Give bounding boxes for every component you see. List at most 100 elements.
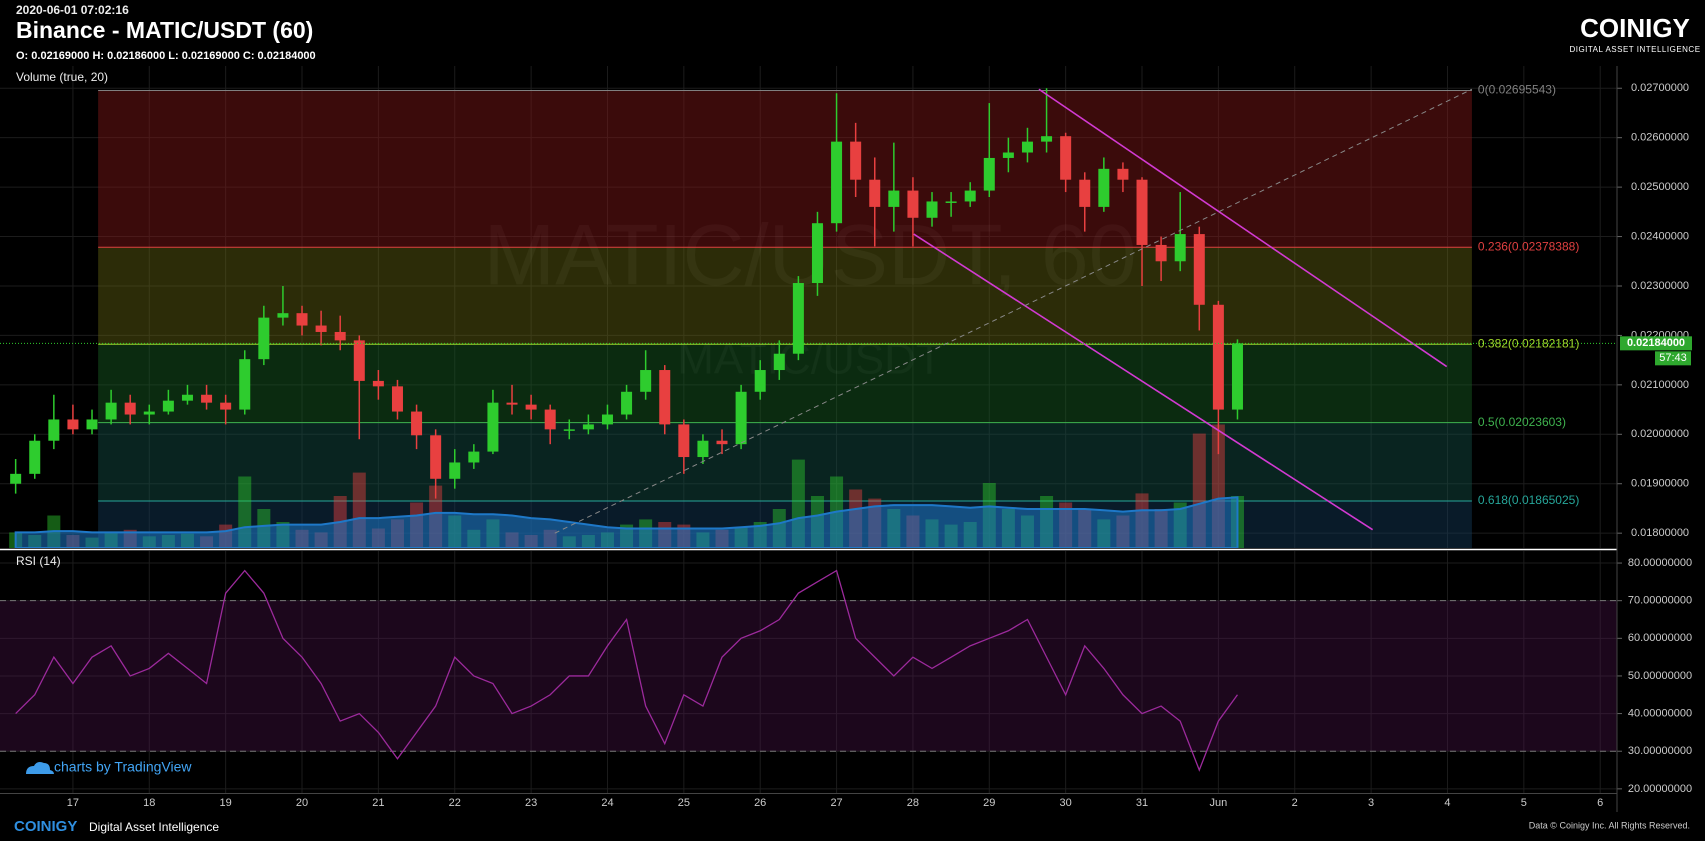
candle-body [525, 404, 537, 410]
x-tick-label: 21 [372, 797, 384, 809]
candle-body [983, 157, 995, 191]
x-tick-label: 25 [678, 797, 690, 809]
candle-body [621, 391, 633, 415]
trendline [913, 233, 1374, 531]
x-tick-label: 27 [830, 797, 842, 809]
candle-body [1155, 244, 1167, 262]
candle-body [296, 313, 308, 326]
candle-body [926, 201, 938, 218]
price-tag: 0.02184000 [1627, 337, 1685, 349]
candle-body [735, 391, 747, 445]
candle-body [945, 201, 957, 203]
candle-body [811, 223, 823, 284]
rsi-label: RSI (14) [16, 554, 61, 568]
x-tick-label: 3 [1368, 797, 1374, 809]
fib-band [98, 247, 1472, 345]
candle-body [353, 340, 365, 381]
rsi-line [15, 569, 1238, 772]
x-tick-label: 22 [449, 797, 461, 809]
y-tick-label: 0.01800000 [1631, 527, 1689, 539]
rsi-tick-label: 80.00000000 [1628, 557, 1692, 569]
x-tick-label: Jun [1210, 797, 1228, 809]
footer-brand: COINIGY [14, 818, 77, 835]
candle-body [544, 409, 556, 430]
y-tick-label: 0.02100000 [1631, 379, 1689, 391]
fib-band [98, 90, 1472, 248]
x-tick-label: 18 [143, 797, 155, 809]
title: Binance - MATIC/USDT (60) [16, 17, 313, 43]
candle-body [67, 419, 79, 430]
candle-body [430, 435, 442, 479]
fib-label: 0(0.02695543) [1478, 83, 1556, 97]
candle-body [468, 451, 480, 463]
candle-body [964, 190, 976, 202]
candle-body [754, 370, 766, 392]
x-tick-label: 19 [220, 797, 232, 809]
fib-label: 0.618(0.01865025) [1478, 493, 1579, 507]
candle-body [1193, 234, 1205, 305]
price-tag-bg [1620, 336, 1692, 351]
x-tick-label: 31 [1136, 797, 1148, 809]
candle-body [391, 386, 403, 412]
candle-body [659, 370, 671, 425]
trendline [1038, 88, 1448, 368]
rsi-band [0, 600, 1617, 752]
candle-body [1098, 168, 1110, 207]
candle-body [1060, 136, 1072, 180]
volume-ma [14, 496, 1239, 548]
candle-body [1212, 304, 1224, 410]
attribution[interactable]: charts by TradingView [54, 759, 192, 775]
candle-body [1174, 234, 1186, 262]
rsi-tick-label: 20.00000000 [1628, 783, 1692, 795]
fib-label: 0.382(0.02182181) [1478, 336, 1579, 350]
rsi-tick-label: 60.00000000 [1628, 632, 1692, 644]
candle-body [582, 424, 594, 430]
candle-body [105, 402, 117, 420]
logo: COINIGY [1580, 13, 1690, 43]
x-tick-label: 28 [907, 797, 919, 809]
y-tick-label: 0.02000000 [1631, 428, 1689, 440]
logo-tagline: DIGITAL ASSET INTELLIGENCE [1569, 45, 1700, 54]
countdown-bg [1655, 351, 1691, 366]
candle-body [411, 411, 423, 436]
candle-body [1002, 152, 1014, 158]
candle-body [1136, 179, 1148, 245]
candle-body [1231, 343, 1243, 410]
candle-body [678, 424, 690, 458]
fib-label: 0.5(0.02023603) [1478, 415, 1566, 429]
fib-band [98, 344, 1472, 423]
candle-body [334, 331, 346, 341]
rsi-tick-label: 30.00000000 [1628, 745, 1692, 757]
rsi-tick-label: 40.00000000 [1628, 707, 1692, 719]
candle-body [449, 462, 461, 479]
candle-body [640, 370, 652, 392]
x-tick-label: 20 [296, 797, 308, 809]
x-tick-label: 4 [1444, 797, 1450, 809]
candle-body [888, 190, 900, 207]
x-tick-label: 29 [983, 797, 995, 809]
x-tick-label: 30 [1060, 797, 1072, 809]
rsi-tick-label: 70.00000000 [1628, 595, 1692, 607]
candle-body [29, 440, 41, 474]
candle-body [315, 325, 327, 332]
watermark: MATIC/USDT, 60 [483, 208, 1136, 304]
y-tick-label: 0.02300000 [1631, 280, 1689, 292]
copyright: Data © Coinigy Inc. All Rights Reserved. [1529, 820, 1690, 830]
candle-body [143, 411, 155, 415]
y-tick-label: 0.02400000 [1631, 230, 1689, 242]
candle-body [86, 419, 98, 430]
trendline [554, 88, 1473, 534]
candle-body [258, 317, 270, 360]
candle-body [162, 400, 174, 412]
candle-body [869, 179, 881, 207]
candle-body [773, 353, 785, 371]
candle-body [563, 429, 575, 431]
rsi-tick-label: 50.00000000 [1628, 670, 1692, 682]
candle-body [850, 141, 862, 180]
candle-body [48, 419, 60, 441]
footer-tagline: Digital Asset Intelligence [89, 820, 219, 834]
x-tick-label: 2 [1292, 797, 1298, 809]
tradingview-icon [26, 762, 54, 774]
